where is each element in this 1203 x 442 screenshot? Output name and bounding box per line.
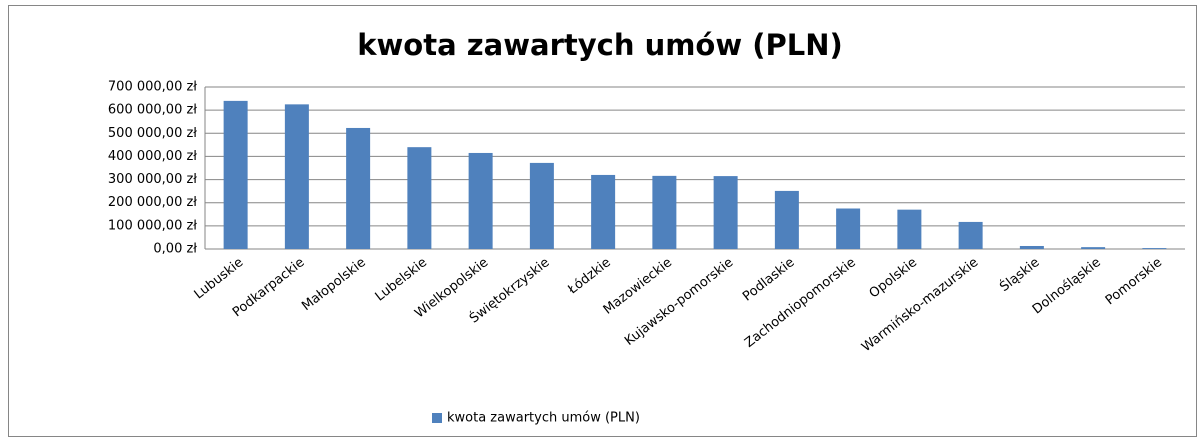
bar (407, 147, 432, 249)
y-tick-label: 600 000,00 zł (108, 103, 197, 118)
bar (591, 174, 616, 249)
bar (284, 104, 309, 249)
bar (1019, 245, 1044, 249)
bar (897, 209, 922, 249)
chart-title: kwota zawartych umów (PLN) (357, 28, 843, 62)
y-tick-label: 100 000,00 zł (108, 218, 197, 233)
y-tick-label: 300 000,00 zł (108, 172, 197, 187)
y-tick-label: 400 000,00 zł (108, 149, 197, 164)
bar (836, 208, 861, 249)
bar (1081, 247, 1106, 249)
bar (774, 190, 799, 249)
bar (346, 127, 371, 249)
bar (468, 152, 493, 249)
bar (958, 221, 983, 249)
y-tick-label: 500 000,00 zł (108, 126, 197, 141)
bar (223, 100, 248, 249)
y-tick-label: 0,00 zł (153, 242, 197, 257)
legend-swatch (432, 413, 442, 423)
bar (652, 175, 677, 249)
bar (529, 162, 554, 249)
bar (713, 176, 738, 249)
bar (1142, 248, 1167, 249)
legend-label: kwota zawartych umów (PLN) (447, 411, 640, 426)
y-tick-label: 700 000,00 zł (108, 80, 197, 95)
y-tick-label: 200 000,00 zł (108, 195, 197, 210)
